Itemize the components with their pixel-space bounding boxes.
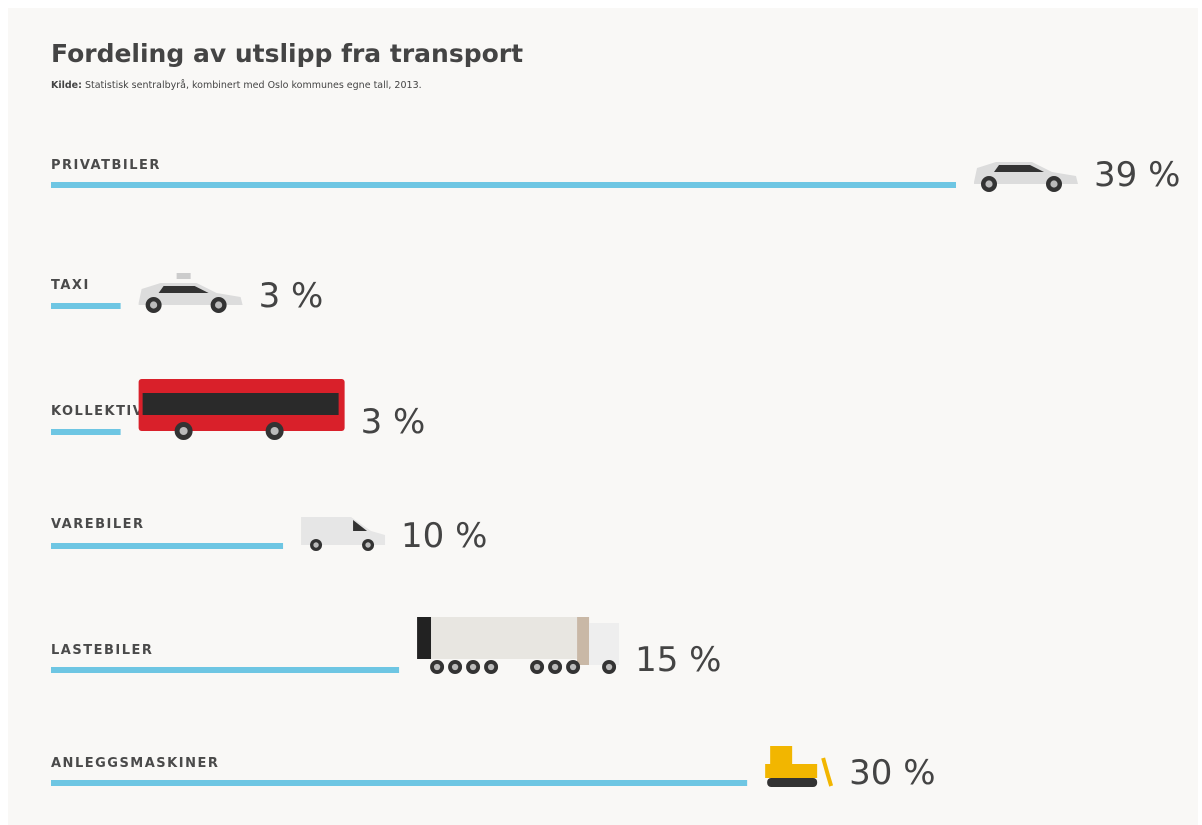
value-label: 10 %: [401, 516, 487, 556]
dozer-track: [767, 778, 818, 787]
hub: [533, 663, 541, 671]
bar: [51, 303, 121, 309]
hub: [433, 663, 441, 671]
dozer-body: [765, 764, 818, 778]
value-label: 39 %: [1094, 155, 1180, 195]
bus-windows: [142, 393, 339, 415]
cab-back: [577, 617, 590, 665]
category-label: KOLLEKTIV: [51, 404, 144, 419]
trailer: [431, 617, 578, 659]
car-window: [994, 165, 1044, 172]
hub: [150, 301, 158, 309]
category-label: ANLEGGSMASKINER: [51, 756, 219, 771]
bar: [51, 182, 956, 188]
hub: [1050, 180, 1058, 188]
hub: [569, 663, 577, 671]
vehicle-icon: [301, 517, 386, 551]
source-text: Statistisk sentralbyrå, kombinert med Os…: [85, 80, 422, 91]
trailer-end: [417, 617, 432, 659]
hub: [179, 426, 188, 436]
car-window: [158, 286, 209, 293]
hub: [605, 663, 613, 671]
vehicle-icon: [417, 617, 620, 674]
bar: [51, 780, 748, 786]
category-label: PRIVATBILER: [51, 158, 161, 173]
category-label: LASTEBILER: [51, 643, 153, 658]
hub: [451, 663, 459, 671]
bar: [51, 429, 121, 435]
cab: [589, 623, 620, 665]
hub: [487, 663, 495, 671]
category-label: VAREBILER: [51, 517, 145, 532]
hub: [469, 663, 477, 671]
dozer-cab: [770, 746, 793, 768]
value-label: 3 %: [361, 402, 426, 442]
hub: [215, 301, 223, 309]
van-window: [353, 520, 368, 531]
taxi-sign: [176, 273, 191, 279]
hub: [313, 542, 319, 548]
hub: [270, 426, 279, 436]
value-label: 3 %: [259, 276, 324, 316]
hub: [365, 542, 371, 548]
category-label: TAXI: [51, 278, 90, 293]
vehicle-icon: [765, 746, 834, 787]
bar: [51, 543, 284, 549]
vehicle-icon: [138, 273, 243, 313]
dozer-blade: [821, 757, 834, 787]
vehicle-icon: [974, 162, 1078, 192]
hub: [551, 663, 559, 671]
van-body: [301, 517, 386, 545]
bar: [51, 667, 400, 673]
vehicle-icon: [138, 379, 345, 440]
source-label: Kilde:: [51, 80, 82, 91]
hub: [985, 180, 993, 188]
chart-source: Kilde: Statistisk sentralbyrå, kombinert…: [51, 80, 422, 91]
chart-title: Fordeling av utslipp fra transport: [51, 39, 523, 68]
value-label: 30 %: [849, 753, 935, 793]
value-label: 15 %: [635, 640, 721, 680]
